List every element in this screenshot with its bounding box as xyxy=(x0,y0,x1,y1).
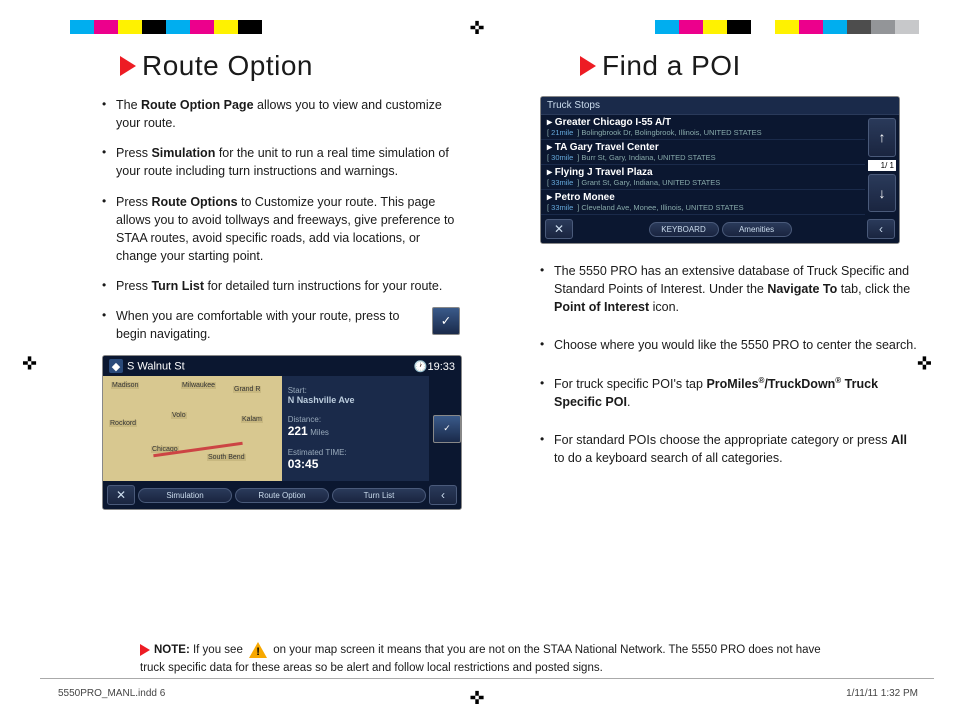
footer-left: 5550PRO_MANL.indd 6 xyxy=(58,688,165,699)
start-label: Start: xyxy=(288,386,423,395)
note-block: NOTE: If you see on your map screen it m… xyxy=(140,642,838,677)
poi-row[interactable]: ▸ TA Gary Travel Center[ 30mile] Burr St… xyxy=(541,140,865,165)
close-button[interactable]: ✕ xyxy=(545,219,573,239)
route-option-bullets: The Route Option Page allows you to view… xyxy=(60,96,460,343)
amenities-button[interactable]: Amenities xyxy=(722,222,792,237)
scroll-up-button[interactable]: ↑ xyxy=(868,118,896,157)
bullet-item: Press Route Options to Customize your ro… xyxy=(102,193,460,266)
poi-row[interactable]: ▸ Flying J Travel Plaza[ 33mile] Grant S… xyxy=(541,165,865,190)
bullet-item: When you are comfortable with your route… xyxy=(102,307,460,343)
registration-mark-icon: ✜ xyxy=(22,353,37,374)
triangle-icon xyxy=(120,56,136,76)
poi-row[interactable]: ▸ Greater Chicago I-55 A/T[ 21mile] Boli… xyxy=(541,115,865,140)
clock: 🕐19:33 xyxy=(414,360,455,373)
find-poi-title: Find a POI xyxy=(580,50,918,82)
footer-right: 1/11/11 1:32 PM xyxy=(846,688,918,699)
distance-label: Distance: xyxy=(288,415,423,424)
back-button[interactable]: ‹ xyxy=(429,485,457,505)
check-icon[interactable]: ✓ xyxy=(432,307,460,335)
gps-map-screenshot: ◆ S Walnut St 🕐19:33 Madison Milwaukee Rock… xyxy=(102,355,462,510)
time-label: Estimated TIME: xyxy=(288,448,423,457)
title-text: Find a POI xyxy=(602,50,741,82)
note-label: NOTE: xyxy=(154,645,190,657)
map-city-label: South Bend xyxy=(207,454,246,461)
map-city-label: Madison xyxy=(111,382,139,389)
route-option-button[interactable]: Route Option xyxy=(235,488,329,503)
bullet-item: Choose where you would like the 5550 PRO… xyxy=(540,336,918,354)
compass-icon: ◆ xyxy=(109,359,123,373)
bullet-item: The Route Option Page allows you to view… xyxy=(102,96,460,132)
keyboard-button[interactable]: KEYBOARD xyxy=(649,222,719,237)
triangle-icon xyxy=(580,56,596,76)
scroll-down-button[interactable]: ↓ xyxy=(868,174,896,213)
turn-list-button[interactable]: Turn List xyxy=(332,488,426,503)
footer-divider xyxy=(40,678,934,679)
title-text: Route Option xyxy=(142,50,313,82)
bullet-item: Press Simulation for the unit to run a r… xyxy=(102,144,460,180)
bullet-item: For truck specific POI's tap ProMiles®/T… xyxy=(540,375,918,411)
map-city-label: Rockord xyxy=(109,420,137,427)
bullet-item: The 5550 PRO has an extensive database o… xyxy=(540,262,918,316)
route-info-panel: Start: N Nashville Ave Distance: 221 Mil… xyxy=(282,376,429,481)
map-city-label: Kalam xyxy=(241,416,263,423)
map-city-label: Volo xyxy=(171,412,187,419)
registration-mark-icon: ✜ xyxy=(917,353,932,374)
bullet-item: For standard POIs choose the appropriate… xyxy=(540,431,918,467)
street-name: S Walnut St xyxy=(127,361,185,373)
route-option-column: Route Option The Route Option Page allow… xyxy=(60,50,460,622)
note-pre: If you see xyxy=(190,645,246,657)
distance-unit: Miles xyxy=(310,428,329,437)
print-footer: 5550PRO_MANL.indd 6 1/11/11 1:32 PM xyxy=(58,688,918,699)
triangle-icon xyxy=(140,644,150,656)
bullet-item: Press Turn List for detailed turn instru… xyxy=(102,277,460,295)
close-button[interactable]: ✕ xyxy=(107,485,135,505)
back-button[interactable]: ‹ xyxy=(867,219,895,239)
map-area: MadisonMilwaukeeRockordVoloGrand RKalamC… xyxy=(103,376,282,481)
distance-value: 221 xyxy=(288,424,308,438)
simulation-button[interactable]: Simulation xyxy=(138,488,232,503)
start-value: N Nashville Ave xyxy=(288,395,423,405)
list-header: Truck Stops xyxy=(541,97,899,115)
poi-row[interactable]: ▸ Petro Monee[ 33mile] Cleveland Ave, Mo… xyxy=(541,190,865,215)
check-icon[interactable]: ✓ xyxy=(433,415,461,443)
map-city-label: Grand R xyxy=(233,386,261,393)
poi-list-screenshot: Truck Stops ▸ Greater Chicago I-55 A/T[ … xyxy=(540,96,900,244)
find-poi-column: Find a POI Truck Stops ▸ Greater Chicago… xyxy=(520,50,918,622)
page-indicator: 1/ 1 xyxy=(868,160,896,171)
warning-icon xyxy=(249,642,267,658)
route-option-title: Route Option xyxy=(120,50,460,82)
registration-mark-icon: ✜ xyxy=(469,18,484,39)
map-city-label: Milwaukee xyxy=(181,382,216,389)
find-poi-bullets: The 5550 PRO has an extensive database o… xyxy=(520,262,918,467)
time-value: 03:45 xyxy=(288,457,423,471)
